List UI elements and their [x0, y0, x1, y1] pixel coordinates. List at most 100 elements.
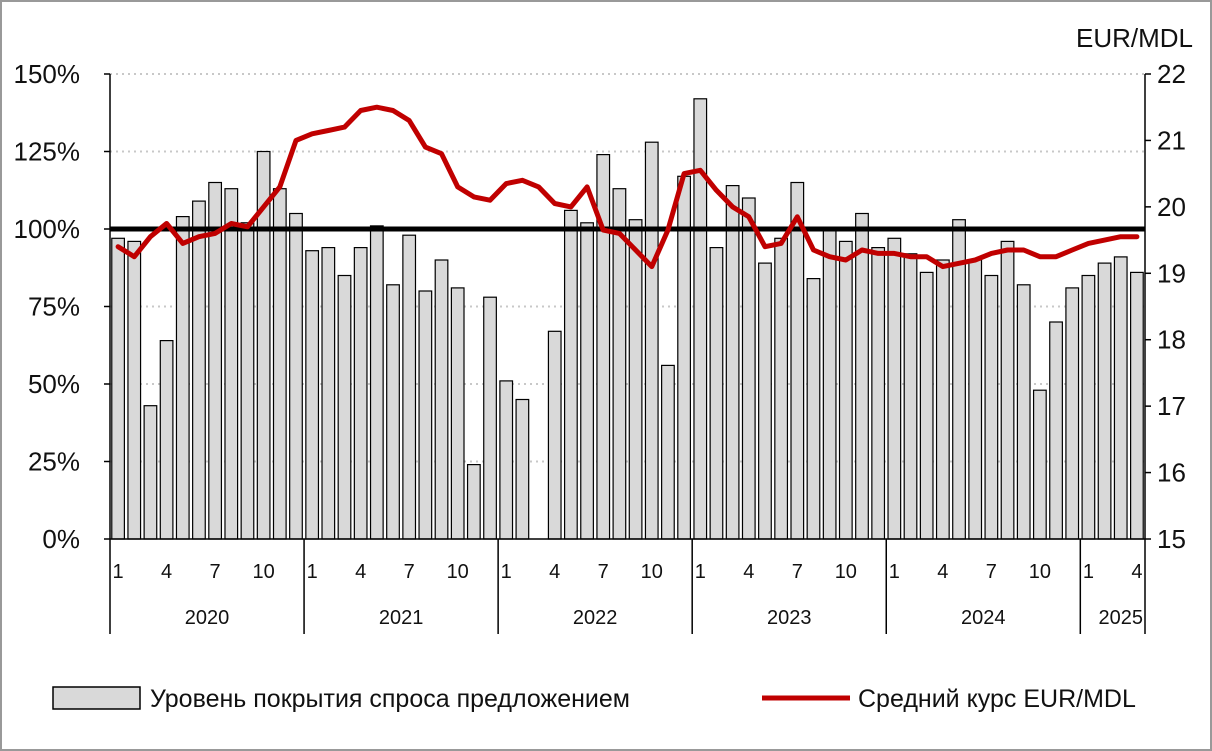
x-month-label: 4	[743, 561, 754, 583]
bar	[1065, 287, 1080, 540]
line-series	[115, 104, 1140, 270]
bar	[838, 240, 853, 540]
right-tick-label: 20	[1157, 192, 1186, 222]
legend-bar-label: Уровень покрытия спроса предложением	[150, 685, 630, 713]
right-tick-label: 21	[1157, 125, 1186, 155]
right-tick-label: 19	[1157, 258, 1186, 288]
legend-line-label: Средний курс EUR/MDL	[858, 685, 1136, 713]
x-month-label: 10	[253, 561, 275, 583]
bar	[175, 216, 190, 540]
bar	[871, 247, 886, 540]
bar	[499, 380, 514, 540]
x-month-label: 10	[835, 561, 857, 583]
bar	[758, 262, 772, 540]
x-month-label: 1	[1083, 561, 1094, 583]
x-month-label: 7	[986, 561, 997, 583]
x-month-label: 7	[598, 561, 609, 583]
eur-mdl-line	[115, 104, 1140, 270]
axes: 0%25%50%75%100%125%150%15161718192021221…	[14, 59, 1186, 634]
x-month-label: 1	[695, 561, 706, 583]
x-month-label: 7	[792, 561, 803, 583]
x-month-label: 1	[889, 561, 900, 583]
right-tick-label: 22	[1157, 59, 1186, 89]
bar	[661, 364, 675, 540]
bar	[515, 398, 530, 540]
left-tick-label: 100%	[14, 214, 81, 244]
left-tick-label: 25%	[28, 447, 80, 477]
x-month-label: 10	[641, 561, 663, 583]
bar	[337, 274, 352, 540]
x-year-label: 2022	[573, 607, 618, 629]
bar	[774, 237, 789, 540]
right-tick-label: 17	[1157, 391, 1186, 421]
left-tick-label: 150%	[14, 59, 81, 89]
bar	[580, 222, 594, 540]
bar	[386, 284, 400, 540]
bar	[321, 247, 336, 540]
x-month-label: 4	[1131, 561, 1142, 583]
x-month-label: 10	[1029, 561, 1051, 583]
bar	[1016, 284, 1031, 540]
bar	[305, 250, 320, 540]
bar	[855, 212, 869, 540]
bar	[952, 219, 966, 540]
x-year-label: 2025	[1098, 607, 1143, 629]
bar	[806, 278, 821, 540]
bar	[143, 405, 158, 540]
bar	[353, 247, 368, 540]
bar	[741, 197, 756, 540]
bar	[434, 259, 449, 540]
bar	[1130, 271, 1144, 540]
bar	[450, 287, 465, 540]
x-month-label: 4	[355, 561, 366, 583]
bar	[919, 271, 934, 540]
bar	[111, 237, 125, 540]
bar	[968, 259, 983, 540]
bar	[822, 228, 837, 540]
x-year-label: 2020	[185, 607, 230, 629]
right-tick-label: 18	[1157, 325, 1186, 355]
bar	[369, 225, 384, 540]
bar	[127, 240, 142, 540]
bar	[1049, 321, 1063, 540]
x-month-label: 7	[404, 561, 415, 583]
bar	[903, 253, 918, 540]
bar	[289, 212, 303, 540]
bar	[466, 464, 481, 540]
bar	[224, 188, 239, 540]
bar	[159, 340, 174, 540]
left-tick-label: 125%	[14, 137, 81, 167]
x-year-label: 2024	[961, 607, 1006, 629]
bar	[1081, 274, 1096, 540]
bar	[887, 237, 902, 540]
x-year-label: 2021	[379, 607, 424, 629]
bar	[984, 274, 999, 540]
bar	[272, 188, 287, 540]
x-month-label: 1	[501, 561, 512, 583]
legend: Уровень покрытия спроса предложением Сре…	[52, 685, 1136, 713]
bar	[1097, 262, 1112, 540]
bar	[725, 185, 740, 540]
x-year-label: 2023	[767, 607, 812, 629]
bar	[1032, 389, 1047, 540]
bar	[709, 247, 724, 540]
bar	[693, 98, 708, 540]
bar	[483, 296, 497, 540]
bar	[790, 181, 805, 540]
bar	[418, 290, 433, 540]
bar	[240, 222, 255, 540]
x-month-label: 4	[937, 561, 948, 583]
bar	[563, 209, 578, 540]
right-tick-label: 15	[1157, 524, 1186, 554]
x-month-label: 10	[447, 561, 469, 583]
x-month-label: 1	[307, 561, 318, 583]
left-tick-label: 75%	[28, 292, 80, 322]
bar	[402, 234, 417, 540]
bar	[192, 200, 206, 540]
x-month-label: 7	[210, 561, 221, 583]
bar	[935, 259, 950, 540]
legend-bar-swatch	[52, 686, 141, 710]
right-tick-label: 16	[1157, 458, 1186, 488]
